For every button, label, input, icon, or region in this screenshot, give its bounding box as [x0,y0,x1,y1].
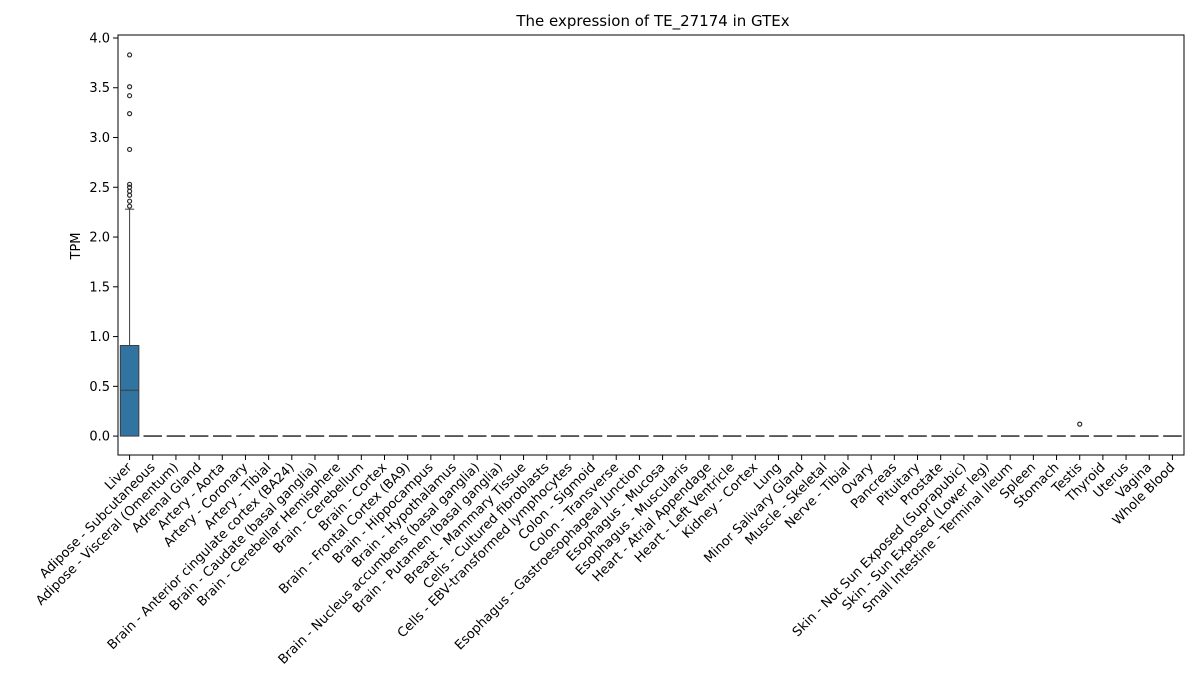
outlier-point [1077,421,1083,427]
outlier-point [126,203,133,209]
y-axis-label: TPM [69,233,84,261]
outlier-point [126,84,133,90]
y-tick-label: 4.0 [89,31,110,46]
y-tick-label: 3.0 [89,131,110,146]
chart-title: The expression of TE_27174 in GTEx [515,12,789,31]
box-0 [119,52,140,437]
outlier-point [126,52,133,58]
y-tick-label: 3.5 [89,81,110,96]
outlier-point [126,111,133,117]
box-series [119,52,1182,437]
y-tick-label: 0.0 [89,430,110,445]
box-41 [1070,421,1089,437]
outlier-point [126,198,133,204]
y-tick-label: 1.5 [89,280,110,295]
outlier-point [126,184,133,190]
outlier-point [126,146,133,153]
y-tick-label: 2.5 [89,181,110,196]
plot-area-frame [117,34,1185,456]
outlier-point [126,93,133,99]
y-axis-ticks: 0.0 0.5 1.0 1.5 2.0 2.5 3.0 3.5 4.0 [89,31,118,445]
y-tick-label: 2.0 [89,231,110,246]
y-tick-label: 0.5 [89,380,110,395]
outlier-point [126,181,133,187]
y-tick-label: 1.0 [89,330,110,345]
